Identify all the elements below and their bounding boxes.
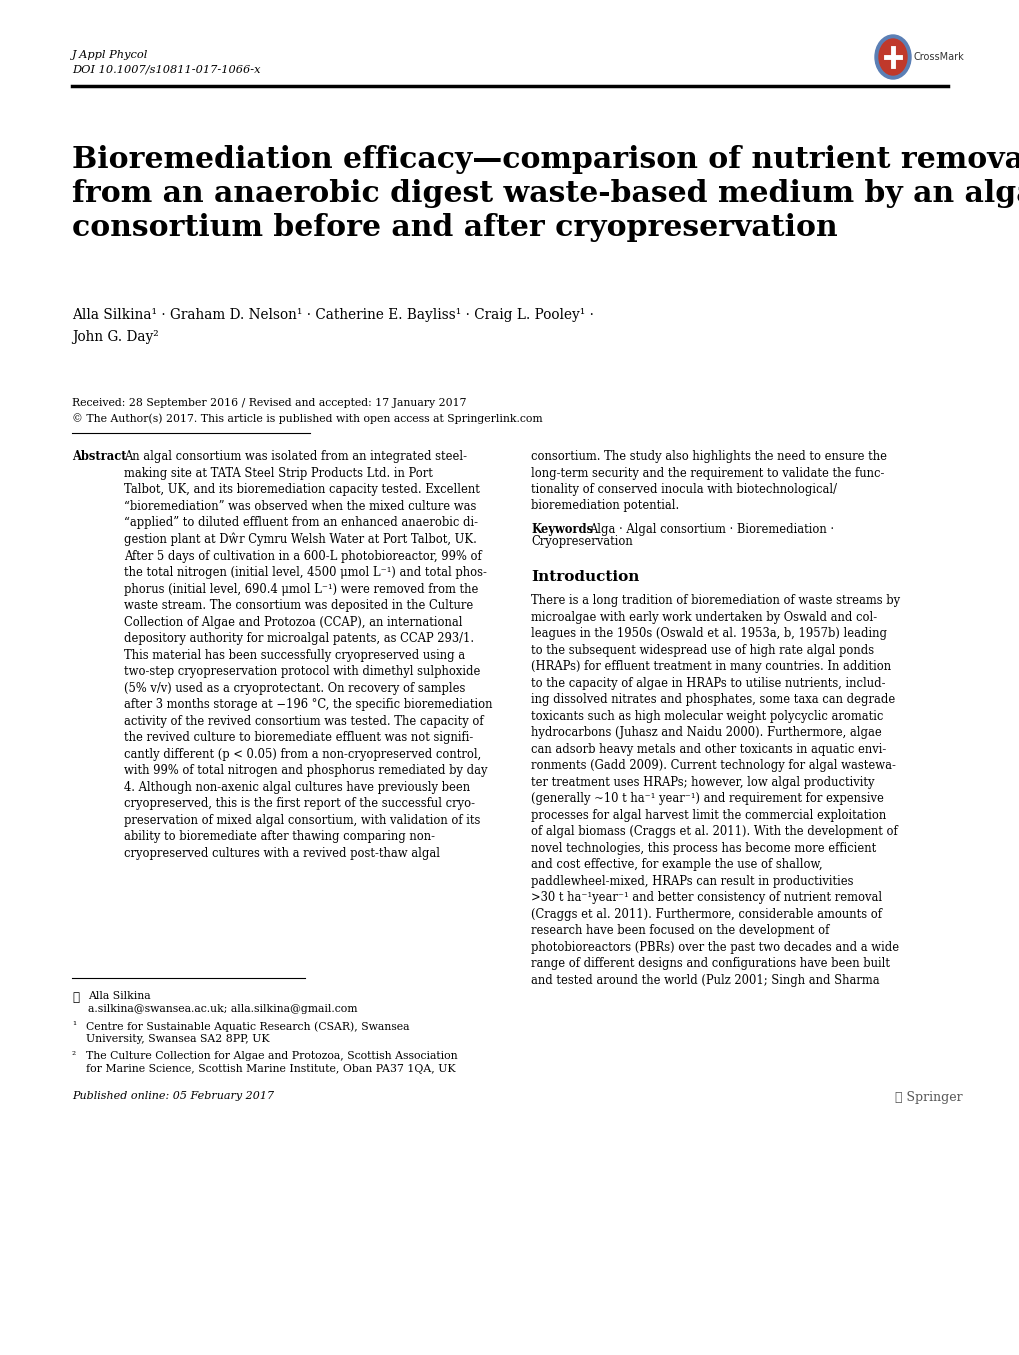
Text: University, Swansea SA2 8PP, UK: University, Swansea SA2 8PP, UK — [86, 1034, 269, 1043]
Ellipse shape — [874, 35, 910, 79]
Text: ✉: ✉ — [72, 991, 78, 1004]
Text: Received: 28 September 2016 / Revised and accepted: 17 January 2017: Received: 28 September 2016 / Revised an… — [72, 398, 466, 408]
Text: © The Author(s) 2017. This article is published with open access at Springerlink: © The Author(s) 2017. This article is pu… — [72, 413, 542, 424]
Text: Centre for Sustainable Aquatic Research (CSAR), Swansea: Centre for Sustainable Aquatic Research … — [86, 1022, 409, 1031]
Text: Alga · Algal consortium · Bioremediation ·: Alga · Algal consortium · Bioremediation… — [588, 523, 834, 537]
Text: for Marine Science, Scottish Marine Institute, Oban PA37 1QA, UK: for Marine Science, Scottish Marine Inst… — [86, 1064, 455, 1075]
Text: ²: ² — [72, 1051, 76, 1060]
Text: Alla Silkina: Alla Silkina — [88, 991, 151, 1001]
Text: ¹: ¹ — [72, 1022, 76, 1030]
Text: Alla Silkina¹ · Graham D. Nelson¹ · Catherine E. Bayliss¹ · Craig L. Pooley¹ ·: Alla Silkina¹ · Graham D. Nelson¹ · Cath… — [72, 308, 593, 322]
Text: An algal consortium was isolated from an integrated steel-
making site at TATA S: An algal consortium was isolated from an… — [124, 450, 492, 859]
Text: Introduction: Introduction — [531, 570, 639, 584]
Text: Bioremediation efficacy—comparison of nutrient removal
from an anaerobic digest : Bioremediation efficacy—comparison of nu… — [72, 145, 1019, 243]
Text: Cryopreservation: Cryopreservation — [531, 535, 632, 547]
Text: The Culture Collection for Algae and Protozoa, Scottish Association: The Culture Collection for Algae and Pro… — [86, 1051, 458, 1061]
Text: Keywords: Keywords — [531, 523, 592, 537]
Text: consortium. The study also highlights the need to ensure the
long-term security : consortium. The study also highlights th… — [531, 450, 887, 512]
Text: CrossMark: CrossMark — [913, 51, 964, 62]
Text: John G. Day²: John G. Day² — [72, 331, 159, 344]
Text: a.silkina@swansea.ac.uk; alla.silkina@gmail.com: a.silkina@swansea.ac.uk; alla.silkina@gm… — [88, 1004, 357, 1014]
Text: J Appl Phycol: J Appl Phycol — [72, 50, 148, 60]
Text: There is a long tradition of bioremediation of waste streams by
microalgae with : There is a long tradition of bioremediat… — [531, 595, 899, 986]
Ellipse shape — [878, 39, 906, 75]
Text: DOI 10.1007/s10811-017-1066-x: DOI 10.1007/s10811-017-1066-x — [72, 65, 260, 75]
Text: ℓ Springer: ℓ Springer — [894, 1091, 962, 1104]
Text: Abstract: Abstract — [72, 450, 126, 463]
Text: Published online: 05 February 2017: Published online: 05 February 2017 — [72, 1091, 274, 1102]
